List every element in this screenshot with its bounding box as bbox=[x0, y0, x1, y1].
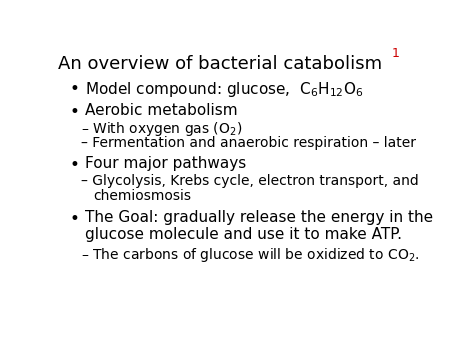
Text: •: • bbox=[69, 210, 79, 228]
Text: – The carbons of glucose will be oxidized to $\mathrm{CO_2}$.: – The carbons of glucose will be oxidize… bbox=[81, 246, 420, 264]
Text: •: • bbox=[69, 156, 79, 174]
Text: – Fermentation and anaerobic respiration – later: – Fermentation and anaerobic respiration… bbox=[81, 136, 416, 150]
Text: chemiosmosis: chemiosmosis bbox=[93, 189, 191, 203]
Text: The Goal: gradually release the energy in the: The Goal: gradually release the energy i… bbox=[85, 210, 433, 225]
Text: •: • bbox=[69, 102, 79, 121]
Text: 1: 1 bbox=[392, 47, 400, 60]
Text: glucose molecule and use it to make ATP.: glucose molecule and use it to make ATP. bbox=[85, 227, 402, 242]
Text: Model compound: glucose,  $\mathrm{C_6H_{12}O_6}$: Model compound: glucose, $\mathrm{C_6H_{… bbox=[85, 80, 363, 99]
Text: Aerobic metabolism: Aerobic metabolism bbox=[85, 102, 238, 118]
Text: An overview of bacterial catabolism: An overview of bacterial catabolism bbox=[58, 55, 382, 73]
Text: Four major pathways: Four major pathways bbox=[85, 156, 246, 171]
Text: – Glycolysis, Krebs cycle, electron transport, and: – Glycolysis, Krebs cycle, electron tran… bbox=[81, 174, 419, 188]
Text: – With oxygen gas ($\mathrm{O_2}$): – With oxygen gas ($\mathrm{O_2}$) bbox=[81, 120, 243, 138]
Text: •: • bbox=[69, 80, 79, 98]
